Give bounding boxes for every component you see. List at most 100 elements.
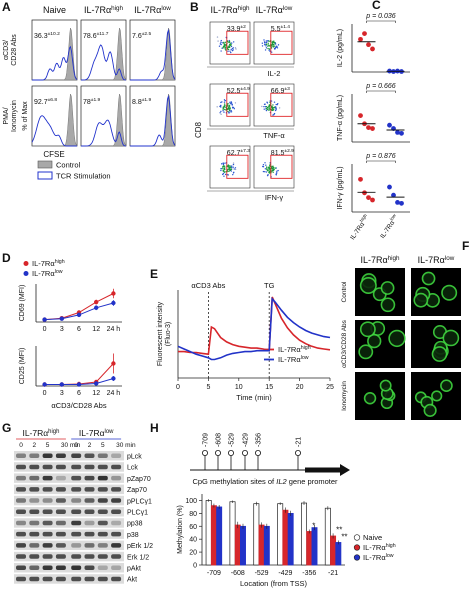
band (55, 576, 66, 582)
band (16, 543, 26, 548)
protein-label: pZap70 (127, 476, 151, 483)
cell-dot (264, 162, 266, 164)
site-label: -608 (216, 433, 223, 447)
band (71, 543, 82, 548)
band (55, 487, 66, 492)
band (111, 554, 122, 559)
stimulated-histogram (81, 44, 127, 81)
row-label: PMA/ (3, 107, 10, 124)
cell (359, 277, 377, 295)
band (97, 520, 108, 526)
cell-dot (223, 175, 225, 177)
band (71, 475, 82, 481)
cell-dot (275, 172, 278, 174)
cell-dot (274, 42, 276, 44)
legend-label-part: IL-7Rα (278, 345, 301, 354)
percent-label-part: 8.8 (132, 99, 142, 106)
band (55, 565, 66, 570)
dot-plot-frame (253, 83, 295, 127)
band (29, 487, 40, 492)
significance-bracket (366, 160, 396, 163)
percent-label: 36.3±10.2 (34, 31, 60, 40)
band (97, 453, 108, 458)
site-label: -709 (203, 433, 210, 447)
percent-label-part: 7.6 (132, 33, 142, 40)
legend-label: TCR Stimulation (56, 172, 111, 181)
blot-strip (14, 540, 124, 551)
time-label: 30 min (61, 442, 81, 449)
row-label: Ionomycin (11, 100, 18, 132)
cell-dot (265, 109, 268, 112)
band (42, 464, 53, 470)
percent-label: 78±1.9 (83, 97, 101, 106)
promoter-caption-part: CpG methylation sites of (192, 477, 276, 486)
band (84, 509, 95, 514)
data-point (76, 312, 82, 318)
cell-dot (268, 107, 270, 110)
data-point (59, 316, 64, 321)
cell-dot (272, 104, 274, 106)
cell (423, 403, 437, 417)
column-header-part: IL-7Rα (418, 255, 445, 265)
cell-dot (271, 45, 273, 47)
bar (324, 507, 331, 566)
cell (363, 392, 377, 405)
cell-dot (228, 167, 230, 170)
band (42, 509, 53, 514)
promoter-caption-part: gene promoter (287, 477, 338, 486)
cell-dot (263, 108, 265, 110)
panel-letter: C (372, 0, 381, 12)
bar (306, 531, 313, 566)
cell-dot (272, 165, 274, 167)
cell-dot (228, 109, 231, 112)
band (55, 498, 66, 503)
cell-dot (222, 46, 225, 48)
site-label: -21 (296, 437, 303, 447)
band (111, 576, 122, 582)
cell-dot (233, 108, 235, 110)
panel-letter: F (462, 239, 469, 253)
data-point (399, 200, 404, 206)
band (71, 520, 82, 526)
y-axis-label: CD69 (MFI) (19, 285, 26, 322)
cell-dot (229, 50, 231, 52)
data-point (94, 381, 99, 386)
cell-dot (224, 162, 226, 164)
significance-bracket (366, 20, 396, 23)
x-tick-label: 15 (265, 384, 273, 391)
cell-dot (263, 41, 266, 43)
percent-label-part: ±3 (284, 86, 290, 92)
cell-dot (229, 108, 231, 111)
band (42, 487, 53, 492)
cell-dot (231, 165, 233, 167)
x-tick-label: 0 (176, 384, 180, 391)
cell-dot (264, 105, 267, 108)
legend-label-part: low (55, 269, 63, 275)
bar (263, 525, 270, 566)
cell-dot (228, 111, 230, 113)
cell-dot (272, 41, 274, 44)
cell-dot (276, 47, 279, 49)
y-axis-label: CD8 (194, 121, 203, 138)
band (55, 554, 66, 559)
cell-dot (268, 109, 270, 111)
cell-dot (230, 170, 233, 172)
cell-dot (265, 47, 268, 49)
cell-dot (220, 104, 222, 107)
cell-dot (230, 166, 232, 169)
y-tick-label: 40 (189, 537, 197, 544)
cell-dot (275, 108, 277, 110)
cell-dot (272, 40, 274, 43)
cell-dot (224, 167, 226, 169)
band (84, 554, 95, 559)
y-tick-label: 80 (189, 511, 197, 518)
band (29, 475, 40, 481)
legend-label: IL-7Rαlow (363, 553, 394, 562)
band (71, 509, 82, 514)
band (84, 520, 95, 526)
micrograph (355, 372, 405, 420)
cell-dot (265, 40, 268, 42)
column-header: IL-7Rαlow (134, 5, 171, 15)
promoter-arrow (305, 464, 350, 476)
cell-dot (230, 109, 232, 112)
